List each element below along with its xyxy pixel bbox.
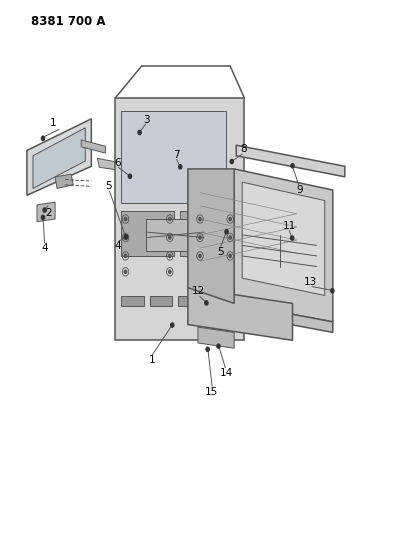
Text: 2: 2 [46,208,52,217]
Text: 5: 5 [105,181,111,191]
Text: 11: 11 [283,221,296,231]
Text: 7: 7 [173,150,180,160]
Circle shape [206,347,209,351]
Circle shape [43,208,46,212]
Text: 13: 13 [304,277,317,287]
Text: 4: 4 [114,241,121,252]
Polygon shape [37,202,55,222]
Circle shape [230,159,233,164]
Polygon shape [234,169,333,322]
Polygon shape [27,119,91,195]
Polygon shape [81,140,105,153]
Circle shape [229,217,231,221]
Circle shape [124,254,127,257]
Text: 3: 3 [144,115,150,125]
Text: 5: 5 [217,247,224,257]
Circle shape [229,236,231,239]
Polygon shape [146,219,206,251]
Circle shape [169,236,171,239]
Polygon shape [188,169,234,303]
Circle shape [42,215,44,220]
Circle shape [199,217,201,221]
Polygon shape [55,174,73,189]
Circle shape [124,235,128,239]
Circle shape [199,236,201,239]
Text: 6: 6 [114,158,120,167]
Polygon shape [122,111,226,203]
Circle shape [169,270,171,273]
Circle shape [129,174,131,179]
Polygon shape [242,182,325,295]
Circle shape [124,236,127,239]
Circle shape [229,254,231,257]
Polygon shape [236,145,345,177]
Polygon shape [198,227,220,238]
Polygon shape [180,211,234,256]
Circle shape [171,323,174,327]
Text: 8381 700 A: 8381 700 A [31,15,105,28]
Polygon shape [198,327,234,348]
Circle shape [217,344,220,348]
Text: 8: 8 [240,144,247,155]
Circle shape [42,136,44,140]
Text: 1: 1 [149,355,155,365]
Circle shape [138,131,141,135]
Circle shape [291,164,294,168]
Circle shape [169,254,171,257]
Polygon shape [150,295,172,306]
Polygon shape [188,288,293,341]
Polygon shape [122,211,174,256]
Circle shape [331,289,334,293]
Text: 14: 14 [220,368,233,378]
Polygon shape [122,295,144,306]
Polygon shape [115,98,244,341]
Text: 4: 4 [41,243,48,253]
Text: 1: 1 [50,117,56,127]
Text: 9: 9 [297,185,303,195]
Polygon shape [206,295,228,306]
Circle shape [124,217,127,221]
Text: 15: 15 [205,386,218,397]
Text: 12: 12 [192,286,205,296]
Circle shape [199,254,201,257]
Polygon shape [224,295,246,306]
Circle shape [225,230,228,234]
Polygon shape [33,128,85,189]
Polygon shape [234,303,333,333]
Circle shape [205,301,208,305]
Circle shape [169,217,171,221]
Circle shape [179,165,182,169]
Circle shape [290,236,294,240]
Circle shape [124,270,127,273]
Polygon shape [98,158,122,171]
Circle shape [124,235,128,239]
Polygon shape [178,295,200,306]
